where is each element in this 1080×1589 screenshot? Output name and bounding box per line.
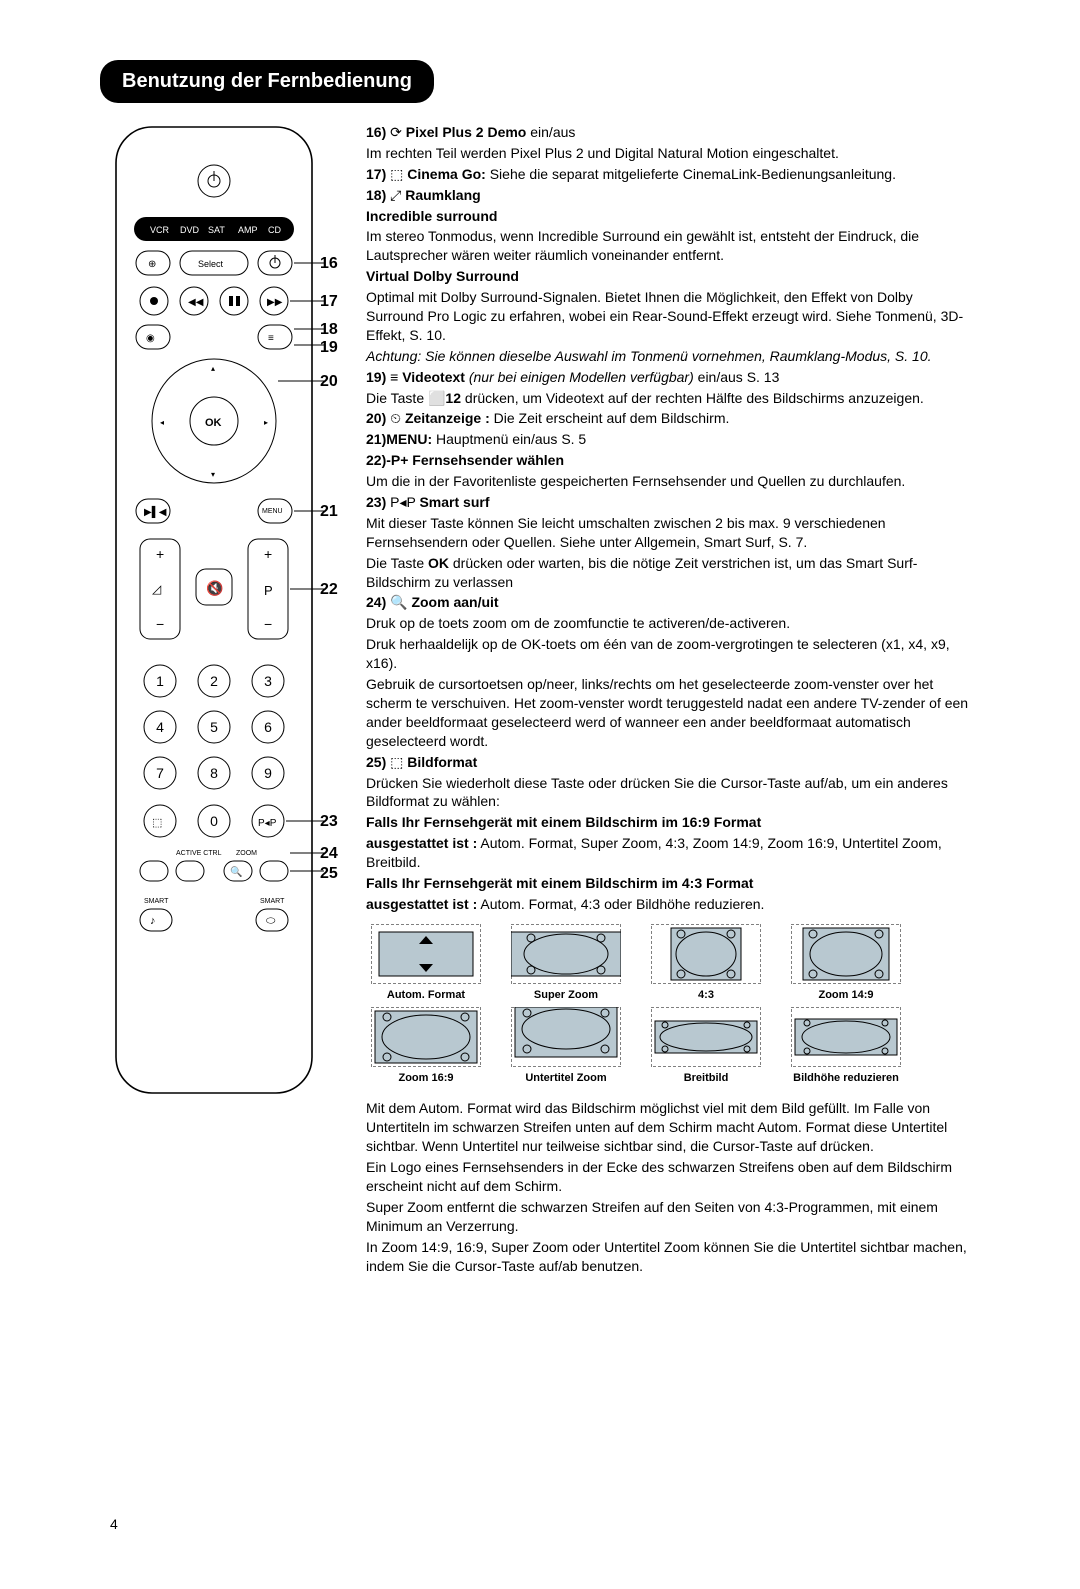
svg-text:⊕: ⊕ [148,259,156,270]
svg-text:⬭: ⬭ [266,915,276,927]
svg-text:ACTIVE CTRL: ACTIVE CTRL [176,850,222,857]
svg-text:P◂P: P◂P [258,818,277,829]
svg-text:CD: CD [268,225,281,235]
svg-text:OK: OK [205,417,222,429]
svg-text:≡: ≡ [268,333,274,344]
svg-text:2: 2 [210,673,218,689]
svg-text:AMP: AMP [238,225,258,235]
fmt-breitbild: Breitbild [646,1007,766,1086]
callout-24: 24 [320,843,338,865]
svg-text:7: 7 [156,765,164,781]
page-number: 4 [110,1515,118,1534]
description-column: 16) ⟳ Pixel Plus 2 Demo ein/aus Im recht… [366,121,970,1277]
svg-text:5: 5 [210,719,218,735]
fmt-superzoom: Super Zoom [506,924,626,1003]
svg-text:4: 4 [156,719,164,735]
svg-text:0: 0 [210,813,218,829]
svg-text:▶▌◀: ▶▌◀ [144,505,167,519]
fmt-169: Zoom 16:9 [366,1007,486,1086]
callout-22: 22 [320,579,338,601]
svg-text:+: + [156,546,164,562]
remote-illustration: VCR DVD SAT AMP CD ⊕ Select ◀◀ ▶▶ ◉ ≡ [110,121,330,1101]
svg-text:⬚: ⬚ [152,817,162,829]
svg-text:3: 3 [264,673,272,689]
svg-text:−: − [264,616,272,632]
svg-text:DVD: DVD [180,225,200,235]
svg-text:1: 1 [156,673,164,689]
callout-25: 25 [320,863,338,885]
svg-text:+: + [264,546,272,562]
fmt-bildhoehe: Bildhöhe reduzieren [786,1007,906,1086]
svg-text:8: 8 [210,765,218,781]
svg-text:MENU: MENU [262,508,283,515]
callout-16: 16 [320,253,338,275]
fmt-autom: Autom. Format [366,924,486,1003]
svg-text:♪: ♪ [150,915,156,927]
svg-text:6: 6 [264,719,272,735]
svg-text:SMART: SMART [144,898,169,905]
svg-text:SAT: SAT [208,225,225,235]
callout-19: 19 [320,337,338,359]
callout-21: 21 [320,501,338,523]
svg-text:VCR: VCR [150,225,170,235]
format-diagrams: Autom. Format Super Zoom 4:3 Zoom 14:9 [366,924,970,1086]
svg-text:P: P [264,583,273,598]
svg-text:◂: ◂ [160,418,164,427]
callout-20: 20 [320,371,338,393]
fmt-untertitel: Untertitel Zoom [506,1007,626,1086]
svg-text:ZOOM: ZOOM [236,850,257,857]
svg-text:SMART: SMART [260,898,285,905]
svg-text:Select: Select [198,259,224,269]
page-title: Benutzung der Fernbedienung [100,60,434,103]
svg-text:9: 9 [264,765,272,781]
svg-text:◉: ◉ [146,333,155,344]
svg-text:▶▶: ▶▶ [267,297,283,308]
svg-text:◀◀: ◀◀ [188,297,204,308]
svg-text:▸: ▸ [264,418,268,427]
svg-text:🔍: 🔍 [230,865,242,878]
fmt-149: Zoom 14:9 [786,924,906,1003]
svg-text:◿: ◿ [152,582,162,596]
svg-text:−: − [156,616,164,632]
svg-text:🔇: 🔇 [206,580,223,597]
callout-17: 17 [320,291,338,313]
fmt-43: 4:3 [646,924,766,1003]
svg-text:▾: ▾ [211,470,215,479]
callout-23: 23 [320,811,338,833]
svg-text:▴: ▴ [211,364,215,373]
